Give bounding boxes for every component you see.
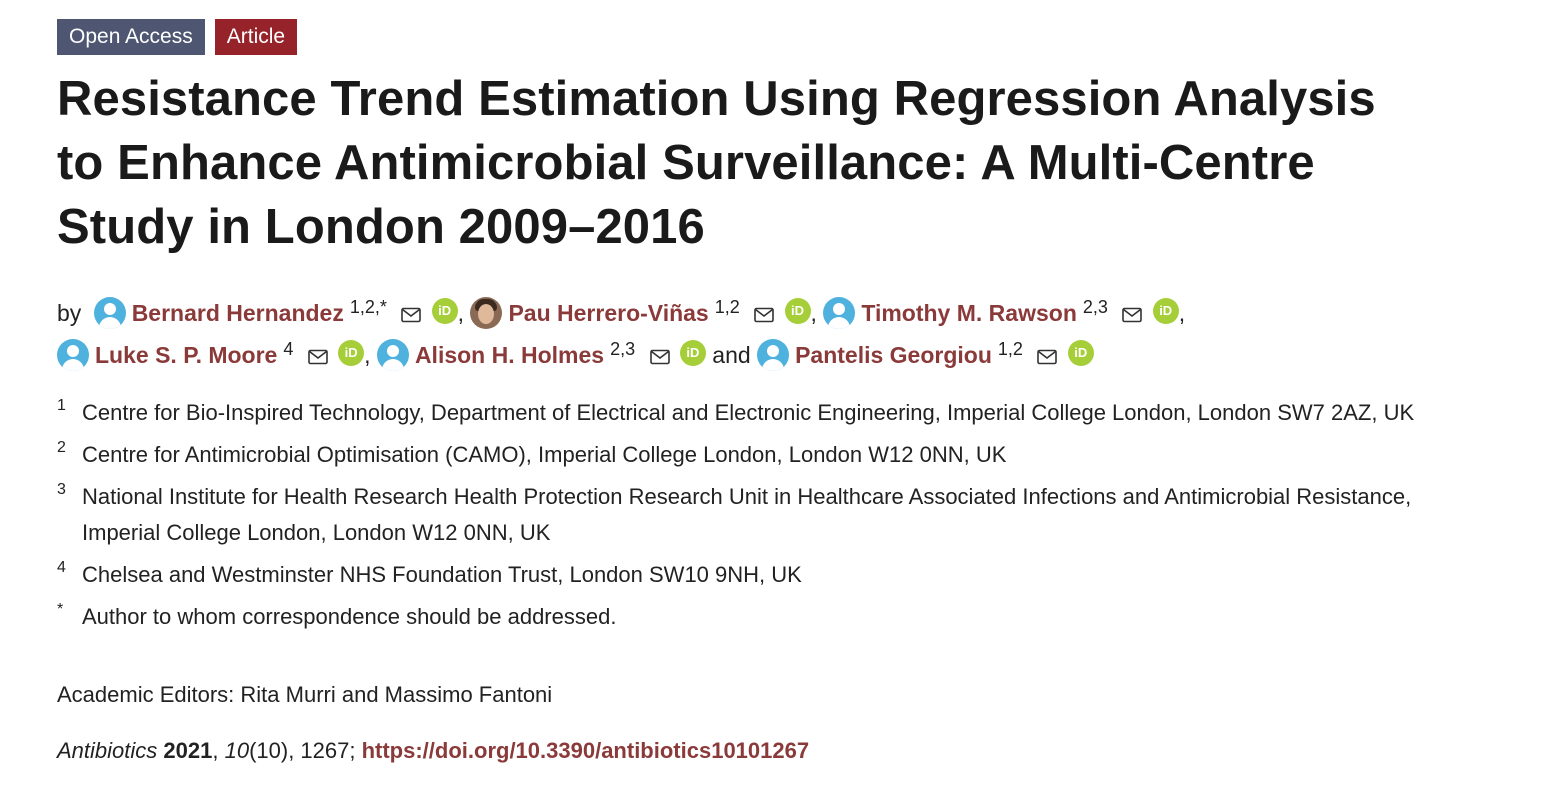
affiliation-text: Chelsea and Westminster NHS Foundation T… (82, 562, 802, 587)
author-separator: , (1178, 300, 1186, 326)
orcid-icon[interactable]: iD (679, 340, 706, 366)
mail-icon[interactable] (401, 307, 422, 323)
affiliation-text: National Institute for Health Research H… (82, 484, 1412, 545)
author-conjunction: and (712, 342, 751, 368)
journal-name: Antibiotics (57, 738, 158, 763)
author-separator: , (810, 300, 817, 326)
orcid-icon[interactable]: iD (784, 298, 811, 324)
author-name-link[interactable]: Pau Herrero-Viñas (508, 300, 709, 326)
affiliation-item: 4 Chelsea and Westminster NHS Foundation… (57, 557, 1497, 593)
author-entry: Pau Herrero-Viñas 1,2 iD, (470, 297, 823, 329)
orcid-icon[interactable]: iD (431, 298, 458, 324)
avatar-icon[interactable] (376, 339, 409, 371)
affiliation-number: * (57, 601, 64, 618)
orcid-icon[interactable]: iD (1152, 298, 1179, 324)
avatar-icon[interactable] (757, 339, 790, 371)
author-affiliation-sup: 4 (283, 339, 294, 359)
author-name-link[interactable]: Bernard Hernandez (131, 300, 344, 326)
affiliation-text: Centre for Bio-Inspired Technology, Depa… (82, 400, 1415, 425)
affiliation-item: 3 National Institute for Health Research… (57, 479, 1497, 551)
author-affiliation-sup: 1,2,* (349, 297, 387, 317)
citation-volume: 10 (224, 738, 250, 763)
citation-pages: , 1267; (288, 738, 362, 763)
affiliation-item: * Author to whom correspondence should b… (57, 599, 1497, 635)
citation-issue: (10) (249, 738, 289, 763)
affiliation-text: Author to whom correspondence should be … (82, 604, 617, 629)
badge-row: Open Access Article (57, 19, 1497, 55)
author-affiliation-sup: 2,3 (610, 339, 636, 359)
author-photo-avatar[interactable] (470, 297, 503, 329)
affiliation-item: 2 Centre for Antimicrobial Optimisation … (57, 437, 1497, 473)
avatar-icon[interactable] (823, 297, 856, 329)
avatar-icon[interactable] (57, 339, 89, 371)
article-title: Resistance Trend Estimation Using Regres… (57, 72, 1376, 254)
author-name-link[interactable]: Luke S. P. Moore (95, 342, 278, 368)
author-entry: Bernard Hernandez 1,2,* iD, (93, 297, 471, 329)
author-affiliation-sup: 1,2 (997, 339, 1023, 359)
article-header: Open Access Article Resistance Trend Est… (57, 19, 1497, 769)
author-separator: , (364, 342, 371, 368)
affiliation-number: 2 (57, 439, 66, 456)
authors-prefix: by (57, 300, 82, 326)
author-name-link[interactable]: Timothy M. Rawson (861, 300, 1077, 326)
avatar-icon[interactable] (93, 297, 126, 329)
author-list: by Bernard Hernandez 1,2,* iD, Pau Herrer… (57, 289, 1497, 373)
author-entry: Alison H. Holmes 2,3 iD and (376, 339, 757, 371)
affiliation-list: 1 Centre for Bio-Inspired Technology, De… (57, 395, 1497, 635)
citation-year: 2021 (163, 738, 213, 763)
mail-icon[interactable] (1037, 349, 1058, 365)
author-entry: Pantelis Georgiou 1,2 iD (757, 339, 1094, 371)
citation-line: Antibiotics 2021, 10(10), 1267; https://… (57, 738, 810, 763)
author-name-link[interactable]: Pantelis Georgiou (795, 342, 992, 368)
mail-icon[interactable] (1122, 307, 1143, 323)
affiliation-item: 1 Centre for Bio-Inspired Technology, De… (57, 395, 1497, 431)
mail-icon[interactable] (754, 307, 774, 323)
orcid-icon[interactable]: iD (1067, 340, 1094, 366)
affiliation-number: 1 (57, 397, 66, 414)
mail-icon[interactable] (307, 349, 328, 365)
affiliation-number: 3 (57, 481, 66, 498)
author-separator: , (457, 300, 465, 326)
orcid-icon[interactable]: iD (338, 340, 365, 366)
mail-icon[interactable] (649, 349, 670, 365)
author-entry: Timothy M. Rawson 2,3 iD, (823, 297, 1186, 329)
author-affiliation-sup: 2,3 (1082, 297, 1108, 317)
article-type-badge[interactable]: Article (214, 19, 298, 55)
doi-link[interactable]: https://doi.org/10.3390/antibiotics10101… (361, 738, 810, 763)
author-name-link[interactable]: Alison H. Holmes (414, 342, 605, 368)
author-entry: Luke S. P. Moore 4 iD, (57, 339, 377, 371)
author-affiliation-sup: 1,2 (714, 297, 740, 317)
affiliation-number: 4 (57, 559, 66, 576)
open-access-badge[interactable]: Open Access (57, 19, 205, 55)
academic-editors: Academic Editors: Rita Murri and Massimo… (57, 682, 553, 707)
affiliation-text: Centre for Antimicrobial Optimisation (C… (82, 442, 1007, 467)
